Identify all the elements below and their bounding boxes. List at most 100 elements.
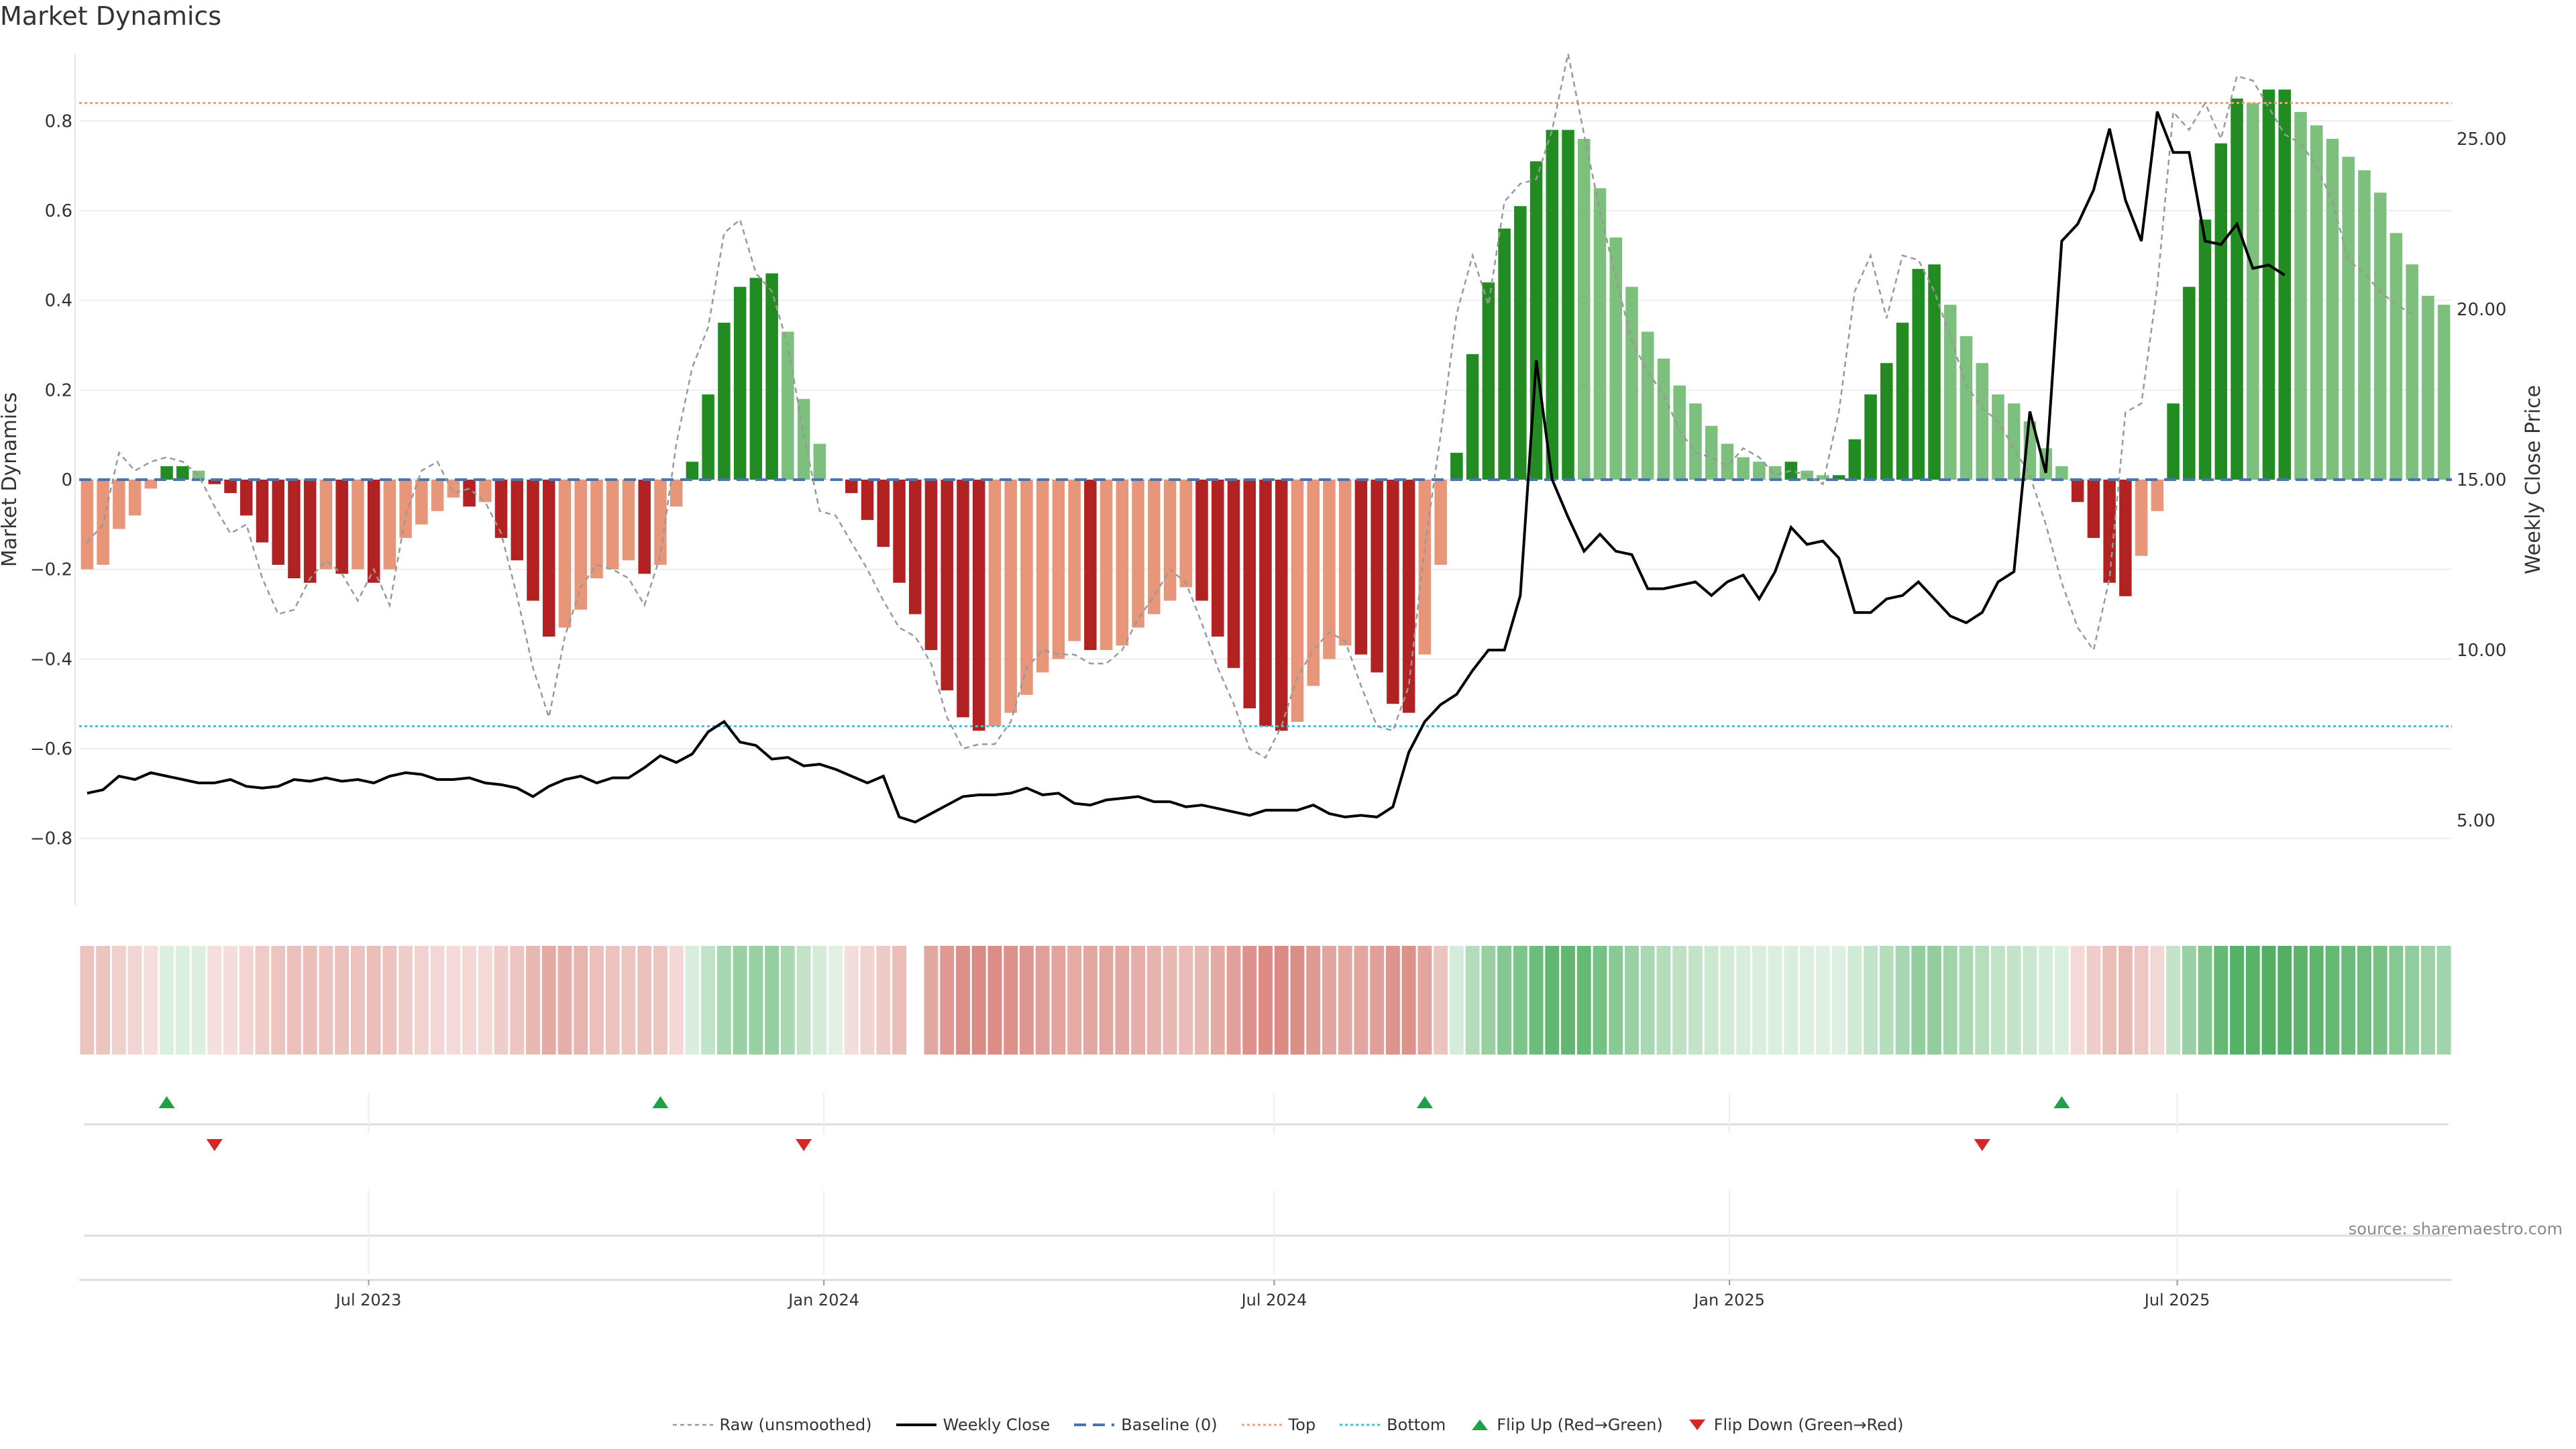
momentum-bar: [1099, 480, 1113, 650]
triangle-down-icon: [1688, 1419, 1705, 1430]
momentum-bar: [2342, 156, 2355, 480]
momentum-bars: [80, 89, 2451, 731]
strip-cell: [2373, 946, 2387, 1055]
strip-cell: [1752, 946, 1766, 1055]
momentum-bar: [1116, 480, 1129, 646]
date-tick-label: Jan 2025: [1693, 1291, 1765, 1309]
strip-cell: [160, 946, 174, 1055]
strip-cell: [446, 946, 461, 1055]
flip-down-marker: [1974, 1139, 1990, 1151]
momentum-bar: [622, 480, 635, 561]
momentum-bar: [2231, 98, 2243, 480]
strip-cell: [796, 946, 811, 1055]
strip-cell: [860, 946, 875, 1055]
strip-cell: [1083, 946, 1097, 1055]
strip-cell: [1035, 946, 1050, 1055]
strip-cell: [1815, 946, 1830, 1055]
momentum-bar: [861, 480, 874, 521]
momentum-bar: [1179, 480, 1193, 588]
strip-cell: [892, 946, 906, 1055]
left-tick-label: 0.8: [45, 111, 72, 131]
strip-cell: [1434, 946, 1448, 1055]
momentum-bar: [765, 273, 778, 480]
momentum-bar: [1434, 480, 1447, 565]
strip-cell: [319, 946, 333, 1055]
momentum-bar: [893, 480, 906, 583]
strip-cell: [494, 946, 508, 1055]
momentum-bar: [1912, 268, 1925, 480]
momentum-bar: [1657, 358, 1670, 480]
strip-cell: [669, 946, 684, 1055]
momentum-bar: [303, 480, 317, 583]
strip-cell: [1322, 946, 1336, 1055]
strip-cell: [1800, 946, 1815, 1055]
momentum-bar: [1195, 480, 1208, 601]
right-axis: 25.00 20.00 15.00 10.00 5.00: [2457, 129, 2506, 831]
legend-label-flip-up: Flip Up (Red→Green): [1497, 1415, 1663, 1434]
triangle-up-icon: [1472, 1419, 1489, 1430]
right-axis-label: Weekly Close Price: [2522, 385, 2545, 574]
momentum-bar: [2310, 125, 2323, 480]
momentum-bar: [224, 480, 237, 494]
momentum-bar: [1609, 237, 1622, 480]
strip-cell: [462, 946, 477, 1055]
momentum-bar: [1928, 264, 1941, 480]
momentum-bar: [1753, 462, 1766, 480]
strip-cell: [1210, 946, 1225, 1055]
strip-cell: [1672, 946, 1687, 1055]
momentum-bar: [1768, 466, 1782, 480]
momentum-bar: [128, 480, 142, 516]
momentum-bar: [782, 331, 794, 480]
strip-cell: [1561, 946, 1575, 1055]
strip-cell: [303, 946, 317, 1055]
left-axis: 0.8 0.6 0.4 0.2 0 −0.2 −0.4 −0.6 −0.8: [30, 54, 76, 906]
momentum-bar: [1371, 480, 1383, 673]
strip-cell: [701, 946, 716, 1055]
strip-cell: [605, 946, 620, 1055]
momentum-bar: [2422, 295, 2434, 480]
momentum-bar: [2278, 89, 2292, 480]
strip-cell: [2150, 946, 2165, 1055]
momentum-bar: [113, 480, 125, 529]
strip-cell: [1879, 946, 1894, 1055]
strip-cell: [876, 946, 891, 1055]
strip-cell: [716, 946, 731, 1055]
strip-cell: [1593, 946, 1607, 1055]
momentum-bar: [144, 480, 158, 489]
momentum-bar: [1163, 480, 1177, 601]
momentum-bar: [176, 466, 189, 480]
strip-cell: [239, 946, 254, 1055]
legend-label-flip-down: Flip Down (Green→Red): [1713, 1415, 1904, 1434]
strip-cell: [1831, 946, 1846, 1055]
momentum-bar: [511, 480, 524, 561]
momentum-bar: [431, 480, 444, 511]
momentum-bar: [1275, 480, 1288, 731]
legend-swatch-bottom: [1340, 1424, 1381, 1426]
strip-cell: [828, 946, 843, 1055]
momentum-bar: [1243, 480, 1256, 708]
right-tick-label: 20.00: [2457, 300, 2506, 320]
strip-cell: [2230, 946, 2244, 1055]
momentum-bar: [2119, 480, 2132, 596]
flip-up-marker: [158, 1096, 175, 1108]
flip-markers: [158, 1096, 2070, 1151]
right-tick-label: 15.00: [2457, 470, 2506, 490]
momentum-bar: [1354, 480, 1368, 655]
strip-cell: [1004, 946, 1018, 1055]
strip-cell: [844, 946, 859, 1055]
strip-cell: [207, 946, 222, 1055]
strip-cell: [2277, 946, 2292, 1055]
right-tick-label: 5.00: [2457, 811, 2496, 831]
momentum-bar: [1036, 480, 1049, 673]
momentum-bar: [2373, 193, 2387, 480]
strip-cell: [350, 946, 365, 1055]
momentum-bar: [1450, 452, 1463, 480]
momentum-bar: [1593, 188, 1607, 480]
momentum-bar: [1625, 286, 1638, 480]
momentum-bar: [2135, 480, 2148, 556]
strip-cell: [1975, 946, 1990, 1055]
momentum-bar: [1323, 480, 1336, 659]
strip-cell: [335, 946, 350, 1055]
strip-cell: [2341, 946, 2356, 1055]
strip-cell: [1576, 946, 1591, 1055]
